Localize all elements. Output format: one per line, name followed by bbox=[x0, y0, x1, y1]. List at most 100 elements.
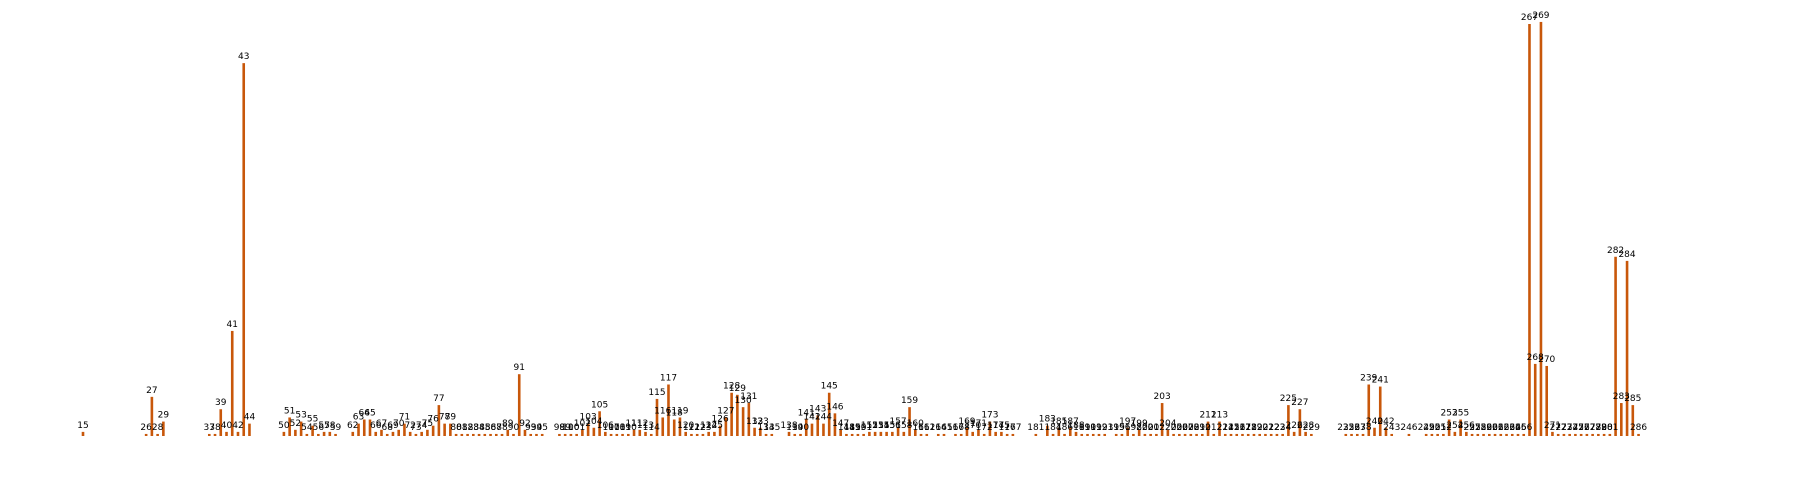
bar-82 bbox=[466, 433, 469, 436]
bar-label-79: 79 bbox=[445, 413, 457, 423]
bar-43 bbox=[242, 63, 246, 436]
bar-93 bbox=[529, 433, 533, 436]
bar-85 bbox=[483, 433, 487, 436]
bar-label-44: 44 bbox=[244, 413, 256, 423]
bar-label-183: 183 bbox=[1039, 415, 1056, 425]
bar-197 bbox=[1126, 427, 1129, 436]
bar-79 bbox=[449, 423, 452, 436]
bar-label-281: 281 bbox=[1601, 423, 1618, 433]
bar-110 bbox=[627, 433, 630, 436]
bar-84 bbox=[477, 433, 481, 436]
bar-label-276: 276 bbox=[1573, 423, 1590, 433]
bar-208 bbox=[1189, 433, 1193, 436]
bar-label-160: 160 bbox=[907, 419, 924, 429]
bar-label-207: 207 bbox=[1176, 423, 1193, 433]
bar-label-249: 249 bbox=[1418, 423, 1435, 433]
bar-label-165: 165 bbox=[935, 423, 952, 433]
bar-label-128: 128 bbox=[723, 382, 740, 392]
bar-label-205: 205 bbox=[1165, 423, 1182, 433]
bar-label-64: 64 bbox=[359, 409, 371, 419]
bar-227 bbox=[1298, 409, 1302, 436]
bar-185 bbox=[1057, 427, 1061, 436]
bar-257 bbox=[1470, 433, 1474, 436]
bar-104 bbox=[592, 427, 596, 436]
bar-71 bbox=[403, 423, 406, 436]
bar-217 bbox=[1241, 433, 1244, 436]
bar-139 bbox=[793, 433, 797, 436]
bar-label-251: 251 bbox=[1429, 423, 1446, 433]
bar-173 bbox=[988, 421, 992, 436]
bar-label-223: 223 bbox=[1268, 423, 1285, 433]
bar-151 bbox=[862, 433, 865, 436]
bar-label-127: 127 bbox=[717, 406, 734, 416]
bar-label-169: 169 bbox=[958, 417, 975, 427]
bar-label-89: 89 bbox=[502, 419, 514, 429]
bar-label-53: 53 bbox=[295, 411, 306, 421]
bar-99 bbox=[563, 433, 567, 436]
bar-144 bbox=[822, 423, 825, 436]
bar-label-282: 282 bbox=[1607, 246, 1624, 256]
bar-129 bbox=[736, 394, 739, 436]
bar-37 bbox=[207, 433, 211, 436]
bar-label-119: 119 bbox=[671, 406, 688, 416]
bar-216 bbox=[1235, 433, 1239, 436]
bar-174 bbox=[994, 431, 997, 436]
bar-label-272: 272 bbox=[1550, 423, 1567, 433]
bar-94 bbox=[535, 433, 538, 436]
bar-228 bbox=[1304, 431, 1307, 436]
bar-label-40: 40 bbox=[221, 421, 233, 431]
bar-label-94: 94 bbox=[531, 423, 543, 433]
bar-label-161: 161 bbox=[912, 423, 929, 433]
bar-label-226: 226 bbox=[1286, 421, 1303, 431]
bar-62 bbox=[351, 431, 355, 436]
bar-label-239: 239 bbox=[1360, 374, 1377, 384]
bar-label-72: 72 bbox=[404, 421, 415, 431]
bar-72 bbox=[408, 431, 412, 436]
bar-218 bbox=[1246, 433, 1250, 436]
bar-115 bbox=[655, 398, 659, 436]
bar-label-120: 120 bbox=[677, 421, 694, 431]
bar-150 bbox=[856, 433, 860, 436]
bar-206 bbox=[1178, 433, 1181, 436]
bar-201 bbox=[1149, 433, 1152, 436]
bar-label-141: 141 bbox=[798, 409, 815, 419]
bar-label-271: 271 bbox=[1544, 421, 1561, 431]
bar-154 bbox=[879, 431, 883, 436]
bar-42 bbox=[236, 431, 240, 436]
bar-label-227: 227 bbox=[1291, 398, 1308, 408]
bar-label-236: 236 bbox=[1343, 423, 1360, 433]
bar-176 bbox=[1005, 433, 1009, 436]
bar-224 bbox=[1281, 433, 1284, 436]
bar-256 bbox=[1465, 431, 1468, 436]
bar-label-62: 62 bbox=[347, 421, 358, 431]
bar-label-235: 235 bbox=[1337, 423, 1354, 433]
bar-label-71: 71 bbox=[399, 413, 410, 423]
bar-74 bbox=[420, 431, 423, 436]
bar-196 bbox=[1120, 433, 1124, 436]
bar-label-37: 37 bbox=[204, 423, 215, 433]
bar-label-116: 116 bbox=[654, 406, 671, 416]
bar-label-152: 152 bbox=[861, 421, 878, 431]
bar-258 bbox=[1476, 433, 1480, 436]
bar-label-177: 177 bbox=[1004, 423, 1021, 433]
bar-label-214: 214 bbox=[1217, 423, 1234, 433]
bar-143 bbox=[816, 415, 820, 436]
bar-67 bbox=[380, 429, 383, 436]
bar-label-124: 124 bbox=[700, 421, 717, 431]
bar-243 bbox=[1390, 433, 1394, 436]
bar-label-54: 54 bbox=[301, 423, 313, 433]
bar-117 bbox=[667, 384, 670, 436]
bar-label-125: 125 bbox=[706, 421, 723, 431]
bar-221 bbox=[1264, 433, 1267, 436]
bar-label-159: 159 bbox=[901, 396, 918, 406]
bar-76 bbox=[431, 425, 435, 436]
bar-252 bbox=[1442, 433, 1445, 436]
bar-label-228: 228 bbox=[1297, 421, 1314, 431]
bar-label-92: 92 bbox=[519, 419, 530, 429]
bar-label-278: 278 bbox=[1584, 423, 1601, 433]
bar-38 bbox=[213, 433, 217, 436]
bar-label-246: 246 bbox=[1400, 423, 1417, 433]
bar-label-107: 107 bbox=[602, 423, 619, 433]
bar-label-144: 144 bbox=[815, 413, 832, 423]
bar-label-176: 176 bbox=[999, 423, 1016, 433]
